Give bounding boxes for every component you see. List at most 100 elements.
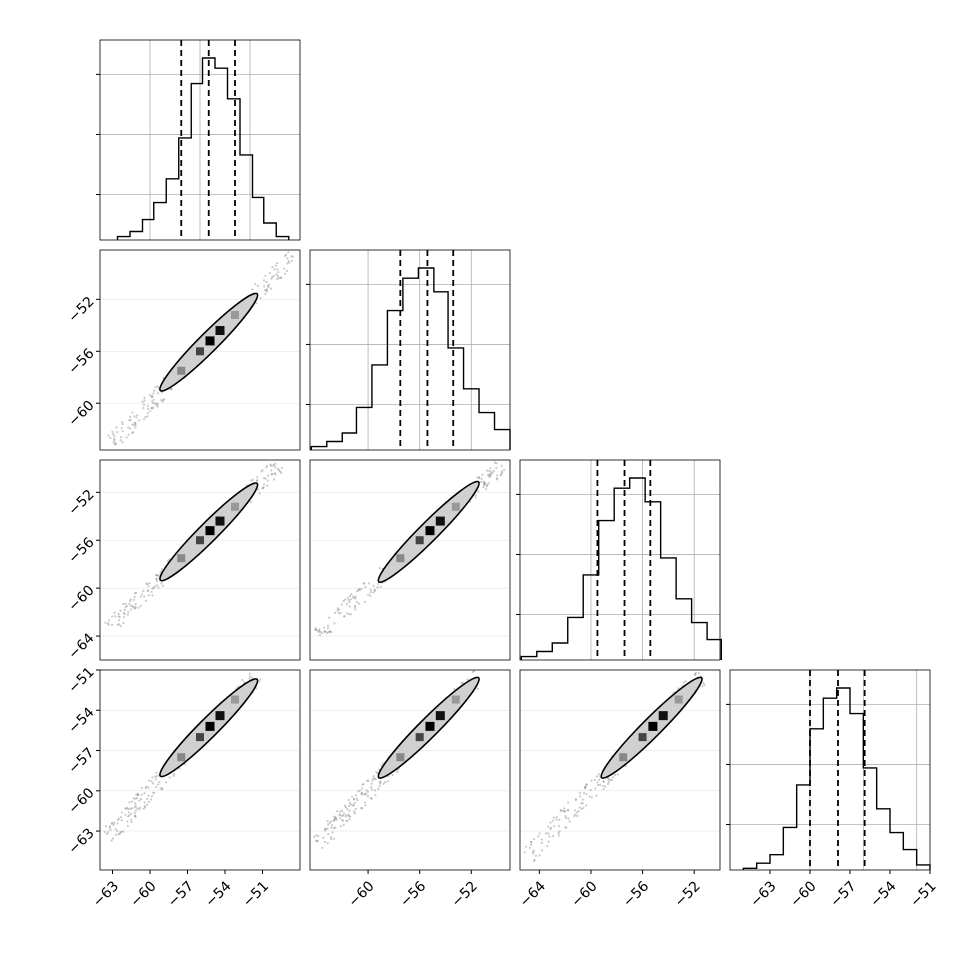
scatter-point [500,473,503,476]
scatter-point [119,831,122,834]
scatter-point [124,602,127,605]
scatter-point [263,285,266,288]
scatter-point [151,782,155,785]
scatter-point [340,603,343,606]
scatter-point [338,813,341,816]
scatter-point [486,474,490,477]
scatter-point [269,287,273,290]
scatter-point [584,786,587,789]
scatter-point [328,821,331,825]
scatter-point [150,407,153,410]
scatter-point [122,611,125,615]
scatter-point [557,831,560,835]
scatter-point [262,486,265,489]
scatter-point [530,840,533,844]
scatter-point [471,670,475,674]
density-cell [396,753,405,762]
scatter-point [144,806,147,809]
scatter-point [128,814,131,817]
scatter-point [129,807,132,810]
scatter-point [154,386,157,389]
panel-1-0 [96,249,301,451]
scatter-point [348,804,351,807]
scatter-point [270,473,273,476]
y-tick-label: −60 [65,398,97,430]
scatter-point [142,407,145,410]
scatter-point [259,297,262,300]
scatter-point [274,473,277,476]
scatter-point [168,776,171,779]
density-cell [658,711,668,721]
scatter-point [322,836,325,839]
scatter-point [104,825,108,828]
scatter-point [354,597,357,600]
scatter-point [524,845,528,848]
scatter-point [160,391,164,394]
scatter-point [314,628,317,632]
scatter-point [355,600,358,604]
scatter-point [267,479,270,482]
scatter-point [132,598,136,601]
x-tick-label: −52 [449,878,481,910]
scatter-point [553,825,556,828]
scatter-point [114,442,117,445]
scatter-point [501,471,504,474]
scatter-point [333,815,336,818]
scatter-point [274,264,277,267]
scatter-point [478,476,481,480]
scatter-point [360,807,364,810]
scatter-point [382,782,385,785]
scatter-point [348,809,351,812]
scatter-point [170,388,173,391]
scatter-point [116,829,119,832]
scatter-point [157,783,160,786]
scatter-point [369,797,372,800]
scatter-point [317,630,320,633]
scatter-point [129,418,132,422]
scatter-point [250,676,254,679]
scatter-point [274,466,277,469]
scatter-point [345,612,349,615]
scatter-point [133,592,136,595]
scatter-point [277,271,280,274]
scatter-point [353,801,356,805]
scatter-point [585,793,588,796]
scatter-point [121,430,124,433]
scatter-point [377,768,381,771]
scatter-point [290,259,294,263]
scatter-point [124,606,127,609]
scatter-point [155,771,158,774]
scatter-point [114,442,117,445]
scatter-point [328,630,332,633]
scatter-point [540,838,544,841]
scatter-point [150,395,154,398]
scatter-point [567,817,570,820]
scatter-point [344,806,347,809]
scatter-point [151,400,154,403]
scatter-point [133,607,136,610]
scatter-point [318,630,321,633]
scatter-point [557,834,560,837]
scatter-point [143,396,146,399]
density-cell [196,347,204,356]
scatter-point [323,630,326,633]
scatter-point [270,277,273,280]
scatter-point [361,791,364,794]
scatter-point [133,811,136,815]
scatter-point [333,818,336,821]
scatter-point [580,807,583,811]
scatter-point [135,416,138,419]
scatter-point [562,810,565,813]
density-cell [231,695,239,704]
scatter-point [488,472,492,475]
density-cell [215,326,225,336]
scatter-point [342,823,345,826]
scatter-point [384,780,387,784]
scatter-point [453,687,456,691]
scatter-point [374,777,377,781]
scatter-point [139,604,142,608]
y-tick-label: −60 [65,785,97,817]
scatter-point [351,795,354,798]
scatter-point [594,787,597,790]
scatter-point [107,623,110,626]
